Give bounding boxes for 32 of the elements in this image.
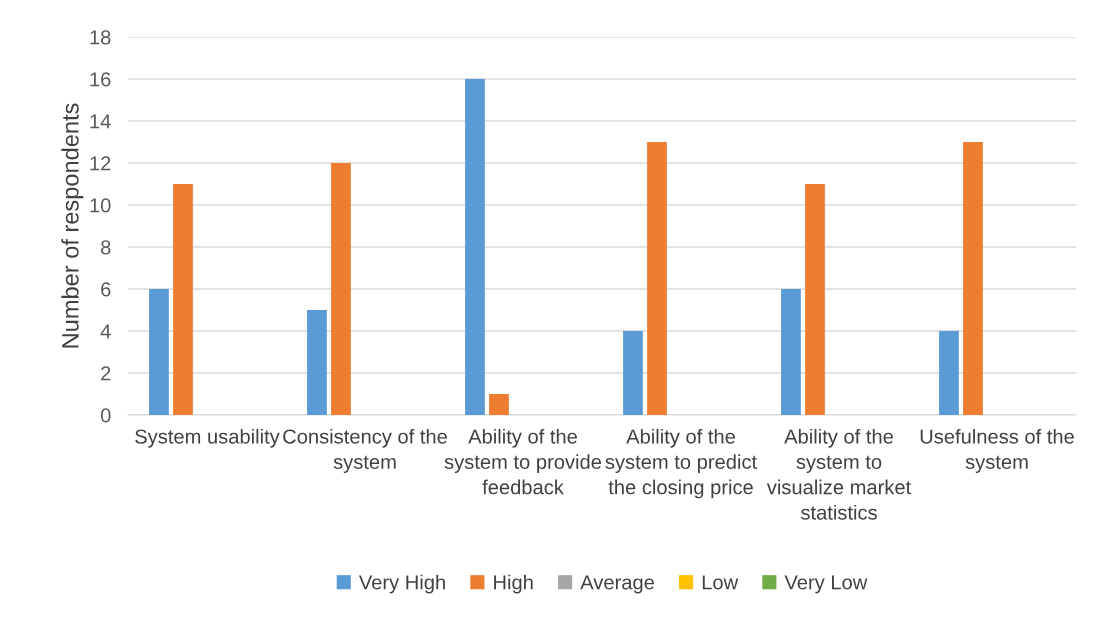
- bar: [465, 79, 485, 415]
- x-tick-label: System usability: [135, 428, 280, 448]
- bar: [781, 289, 801, 415]
- y-axis-title: Number of respondents: [61, 103, 84, 348]
- y-tick-label: 18: [90, 30, 111, 45]
- y-tick-label: 4: [100, 324, 111, 339]
- bar: [963, 142, 983, 415]
- y-tick-label: 16: [90, 72, 111, 87]
- x-tick-label: Ability of the system to predict the closing price: [605, 428, 757, 499]
- bar: [173, 184, 193, 415]
- legend-label: High: [494, 574, 533, 594]
- y-tick-label: 6: [101, 282, 111, 297]
- bar: [623, 331, 643, 415]
- y-tick-label: 8: [101, 240, 111, 255]
- legend-label: Very High: [358, 574, 445, 594]
- y-tick-label: 0: [100, 408, 111, 423]
- bar: [647, 142, 667, 415]
- bar: [939, 331, 959, 415]
- bar: [307, 310, 327, 415]
- y-tick-label: 14: [90, 114, 111, 129]
- bar: [331, 163, 351, 415]
- y-tick-label: 12: [90, 156, 111, 171]
- bar: [489, 394, 509, 415]
- y-tick-label: 10: [90, 198, 111, 213]
- legend-label: Very Low: [784, 575, 868, 594]
- bar: [805, 184, 825, 415]
- y-tick-label: 2: [101, 366, 111, 381]
- x-tick-label: Ability of the system to visualize market statistics: [766, 428, 912, 520]
- x-tick-label: Usefulness of the system: [920, 428, 1074, 473]
- bar: [149, 289, 169, 415]
- legend-label: Average: [580, 575, 654, 594]
- legend-label: Low: [702, 575, 739, 590]
